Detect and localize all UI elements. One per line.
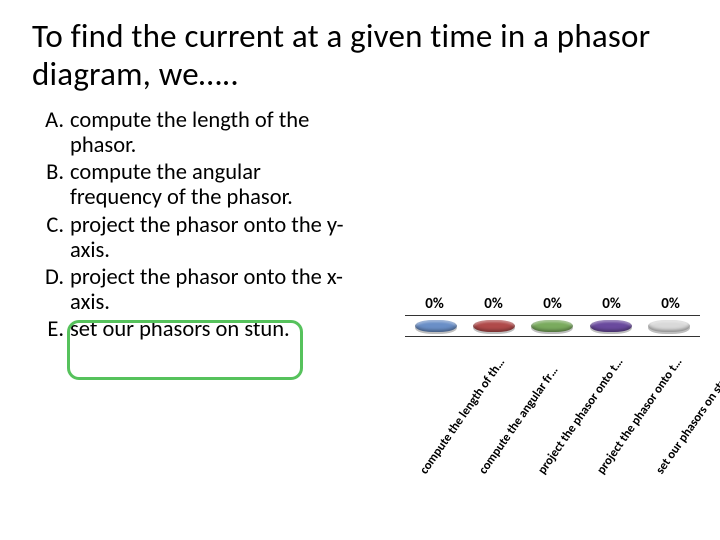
poll-bar-b — [473, 320, 515, 332]
poll-buttons-row — [405, 315, 700, 337]
pct-label: 0% — [543, 295, 562, 313]
pct-label: 0% — [484, 295, 503, 313]
pct-label: 0% — [425, 295, 444, 313]
option-a: compute the length of the phasor. — [32, 108, 352, 158]
slide-title: To find the current at a given time in a… — [32, 18, 688, 94]
options-block: compute the length of the phasor. comput… — [32, 108, 352, 345]
poll-pct-row: 0% 0% 0% 0% 0% — [405, 295, 700, 313]
pct-label: 0% — [602, 295, 621, 313]
option-e: set our phasors on stun. — [32, 317, 352, 342]
pct-label: 0% — [661, 295, 680, 313]
poll-bar-d — [590, 320, 632, 332]
option-d: project the phasor onto the x-axis. — [32, 265, 352, 315]
poll-xlabels: compute the length of th… compute the an… — [405, 339, 700, 479]
option-c: project the phasor onto the y-axis. — [32, 213, 352, 263]
poll-chart: 0% 0% 0% 0% 0% compute the length of th…… — [405, 295, 700, 525]
poll-bar-e — [648, 320, 690, 332]
poll-bar-c — [531, 320, 573, 332]
poll-bar-a — [415, 320, 457, 332]
option-b: compute the angular frequency of the pha… — [32, 160, 352, 210]
